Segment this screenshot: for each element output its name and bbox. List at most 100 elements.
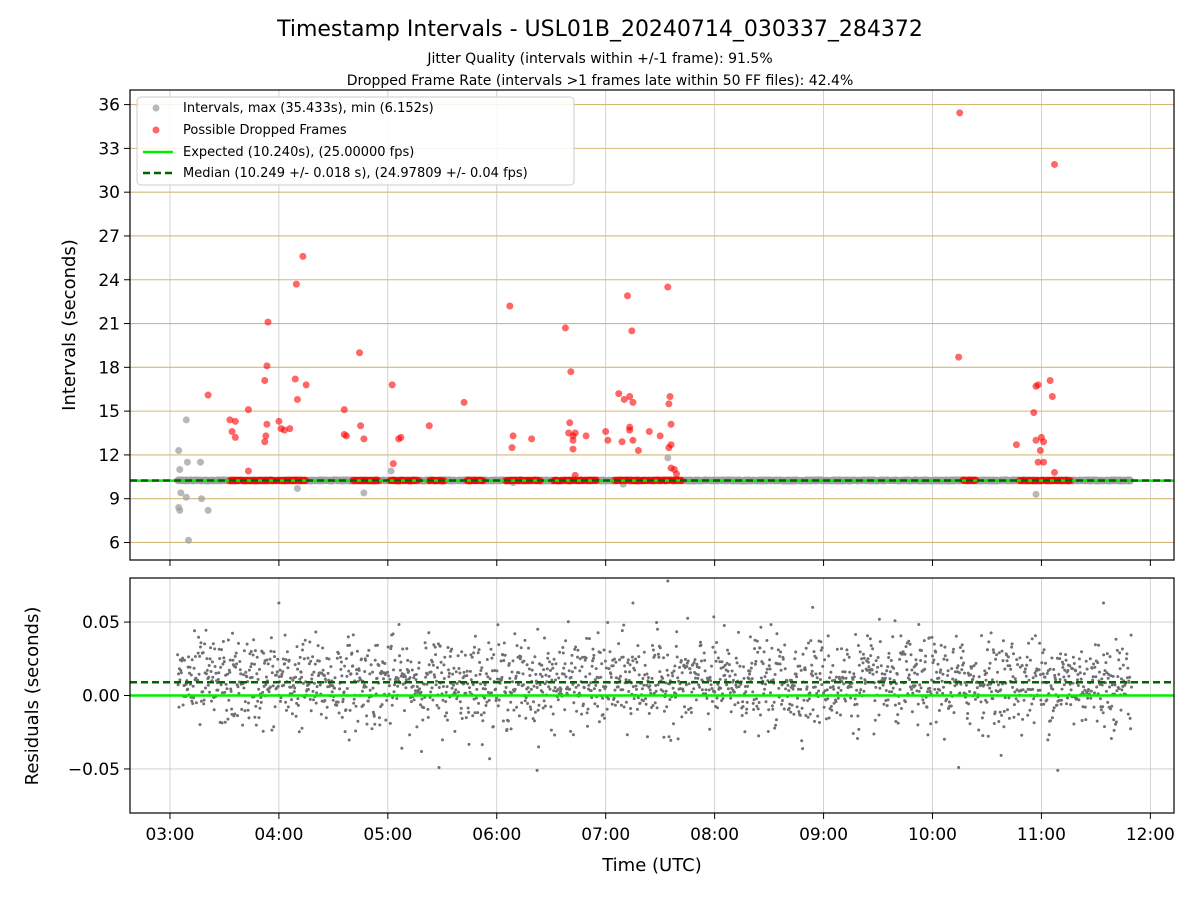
residual-point-1381 [807, 697, 811, 701]
residual-point-799 [541, 706, 545, 710]
residual-point-1740 [972, 674, 976, 678]
residual-point-241 [286, 666, 290, 670]
residual-point-1348 [792, 684, 796, 688]
residual-point-1640 [926, 733, 930, 737]
residual-point-1092 [675, 655, 679, 659]
residual-point-1004 [635, 660, 639, 664]
dropped-point-24 [342, 432, 350, 440]
residual-point-1982 [1082, 672, 1086, 676]
residual-point-1457 [842, 658, 846, 662]
residual-point-717 [504, 691, 508, 695]
residual-point-1744 [974, 697, 977, 701]
residual-point-1943 [1065, 702, 1068, 706]
residual-point-687 [490, 656, 494, 660]
top-plot-area [129, 89, 1175, 561]
residual-point-516 [412, 676, 416, 680]
residual-point-1445 [837, 686, 841, 690]
dropped-point-51 [618, 438, 626, 446]
residual-point-1809 [1003, 696, 1007, 700]
residual-point-274 [301, 642, 305, 646]
residual-point-970 [619, 703, 623, 707]
residual-point-172 [254, 723, 258, 727]
residual-point-1666 [938, 688, 942, 692]
residual-point-640 [468, 669, 472, 673]
residual-point-475 [393, 658, 397, 662]
residual-point-1631 [922, 701, 926, 705]
residual-point-1625 [919, 686, 923, 690]
residual-point-984 [626, 661, 630, 665]
residual-point-1977 [1080, 719, 1084, 722]
residual-point-1817 [1007, 696, 1011, 700]
residual-point-297 [312, 698, 315, 702]
residual-point-899 [587, 683, 591, 687]
residual-point-1305 [773, 726, 777, 730]
residual-point-180 [258, 706, 262, 710]
x-tick-label-5: 08:00 [690, 825, 739, 845]
residual-point-101 [222, 656, 226, 660]
residual-point-1495 [860, 657, 864, 661]
residual-point-1702 [954, 634, 958, 638]
residual-point-546 [425, 673, 429, 676]
residual-point-2063 [1120, 677, 1123, 681]
residual-point-1334 [786, 683, 790, 687]
residual-point-798 [541, 690, 545, 694]
residual-point-32 [190, 658, 194, 662]
residual-point-176 [256, 677, 260, 681]
residual-point-1415 [823, 689, 827, 693]
residual-point-2040 [1109, 674, 1113, 678]
residual-point-783 [534, 672, 538, 676]
residual-point-942 [607, 697, 611, 701]
residual-point-1128 [692, 687, 696, 691]
residual-point-1078 [669, 738, 673, 742]
dropped-point-40 [566, 419, 574, 427]
residual-point-1615 [915, 662, 918, 666]
residual-point-395 [356, 679, 360, 683]
residual-point-524 [415, 685, 419, 689]
residual-point-1856 [1025, 663, 1029, 667]
residual-point-1586 [901, 650, 905, 654]
residual-point-1412 [822, 691, 826, 695]
residual-point-1047 [655, 621, 659, 624]
residual-point-906 [590, 664, 594, 668]
residual-point-1259 [752, 708, 756, 711]
residual-point-386 [352, 697, 356, 701]
residual-point-1107 [682, 663, 686, 667]
residual-point-397 [357, 668, 361, 672]
residual-point-1351 [794, 650, 798, 654]
residual-point-1784 [992, 651, 996, 654]
residual-point-995 [631, 659, 635, 663]
residual-point-1779 [990, 690, 993, 694]
residual-outlier-4 [811, 605, 815, 609]
residual-point-242 [286, 705, 290, 709]
residual-point-2067 [1121, 663, 1125, 667]
residual-point-1108 [683, 705, 686, 709]
residual-point-247 [289, 676, 293, 680]
residual-point-889 [582, 686, 586, 690]
residual-point-343 [333, 686, 336, 690]
residual-point-531 [419, 703, 422, 707]
residual-point-102 [222, 660, 226, 664]
residual-point-1179 [715, 696, 719, 700]
residual-point-989 [628, 663, 632, 667]
residual-point-1499 [861, 652, 865, 656]
residual-point-870 [574, 645, 578, 649]
residual-point-1553 [886, 698, 890, 702]
residual-point-1074 [667, 735, 671, 739]
residual-point-144 [242, 673, 245, 677]
residual-point-1155 [704, 688, 708, 692]
residual-point-1123 [689, 711, 693, 714]
residual-point-1039 [651, 704, 655, 707]
dropped-point-60 [634, 447, 642, 455]
residual-point-1450 [839, 688, 843, 692]
residual-point-402 [360, 657, 363, 661]
x-tick-label-1: 04:00 [254, 825, 303, 845]
residual-point-709 [500, 675, 504, 679]
residual-point-1611 [913, 671, 917, 675]
residual-point-194 [264, 675, 268, 679]
residual-point-1667 [938, 670, 942, 674]
residual-point-1202 [726, 648, 729, 652]
residual-point-1421 [826, 697, 830, 701]
residual-point-421 [368, 688, 372, 692]
residual-point-1386 [810, 663, 814, 667]
residual-point-775 [530, 668, 534, 672]
